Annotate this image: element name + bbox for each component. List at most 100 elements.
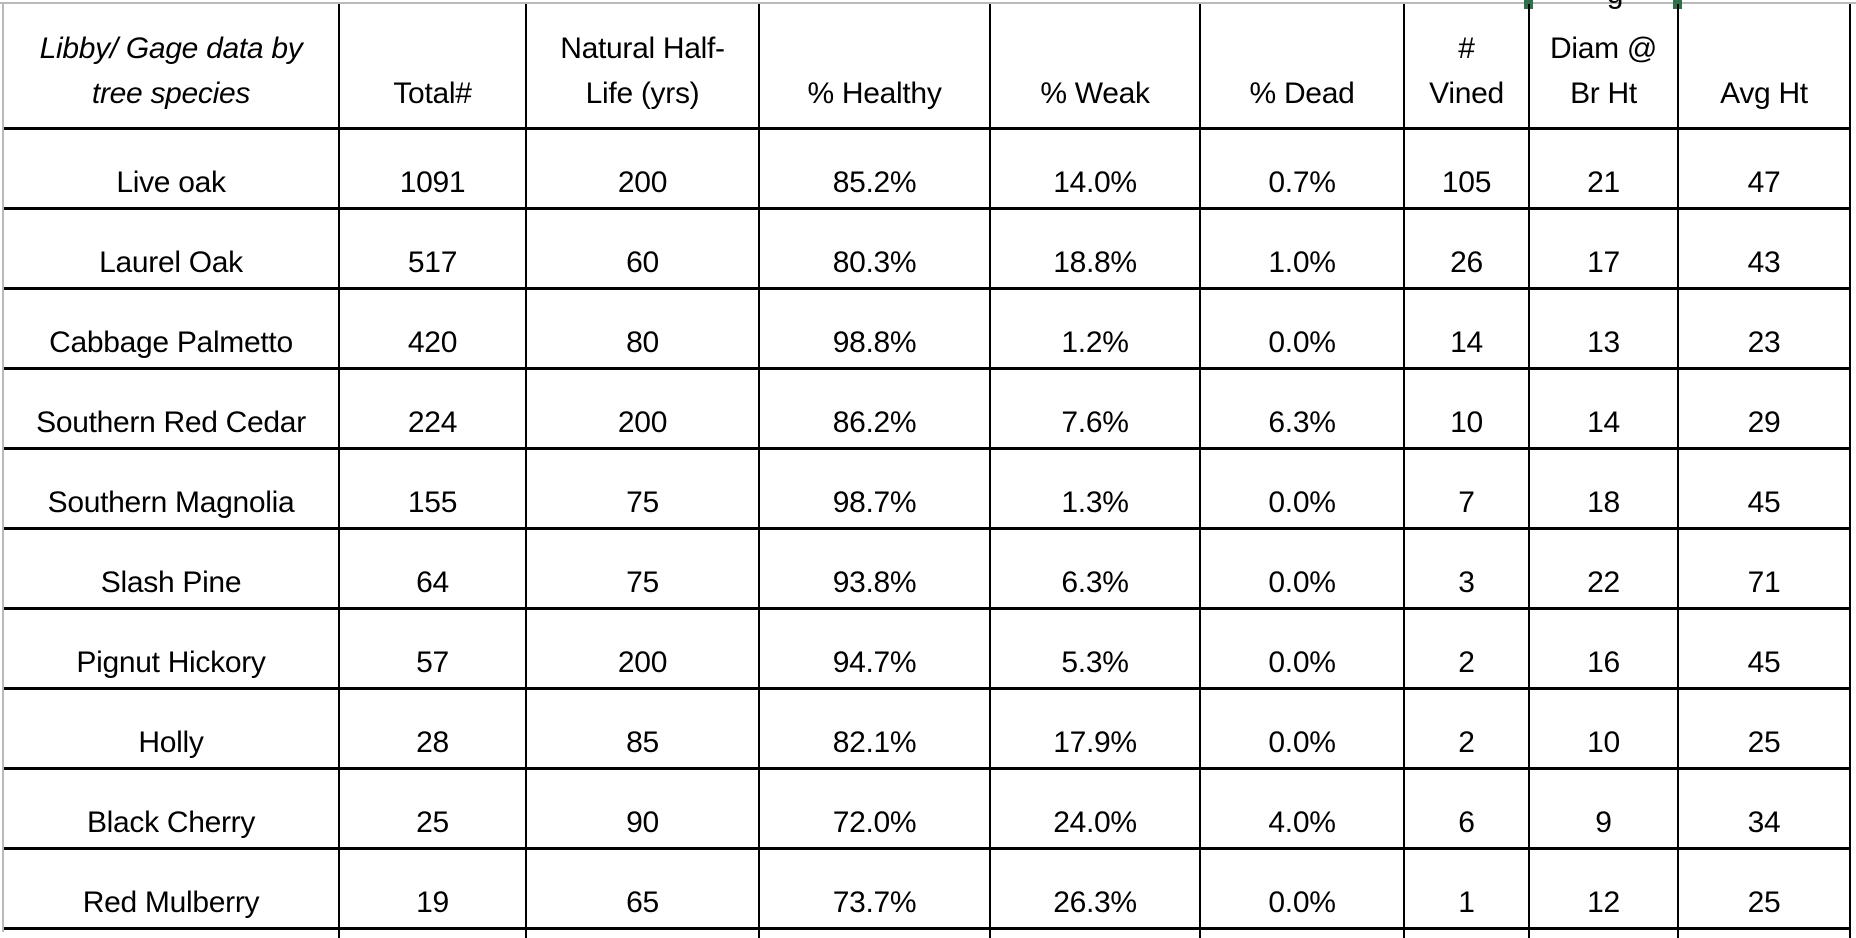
cell-avg_ht[interactable]: 45 <box>1678 449 1850 529</box>
header-cell-avg-ht[interactable]: Avg Ht <box>1678 4 1850 129</box>
cell-pct_weak[interactable]: 5.3% <box>990 609 1200 689</box>
cell-total_count[interactable]: 420 <box>339 289 526 369</box>
cell-pct_weak[interactable]: 7.6% <box>990 369 1200 449</box>
cell-diam_br_ht[interactable]: 10 <box>1529 689 1678 769</box>
cell-pct_weak-empty[interactable] <box>990 929 1200 938</box>
cell-diam_br_ht[interactable]: 16 <box>1529 609 1678 689</box>
cell-diam_br_ht[interactable]: 12 <box>1529 849 1678 929</box>
cell-total_count[interactable]: 57 <box>339 609 526 689</box>
cell-pct_healthy-empty[interactable] <box>759 929 990 938</box>
cell-pct_dead[interactable]: 0.0% <box>1200 449 1404 529</box>
cell-total_count[interactable]: 64 <box>339 529 526 609</box>
cell-species[interactable]: Pignut Hickory <box>4 609 339 689</box>
cell-total_count[interactable]: 224 <box>339 369 526 449</box>
cell-pct_healthy[interactable]: 98.7% <box>759 449 990 529</box>
cell-avg_ht[interactable]: 34 <box>1678 769 1850 849</box>
cell-pct_weak[interactable]: 1.2% <box>990 289 1200 369</box>
cell-num_vined[interactable]: 7 <box>1404 449 1529 529</box>
cell-num_vined[interactable]: 6 <box>1404 769 1529 849</box>
cell-species-empty[interactable] <box>4 929 339 938</box>
cell-pct_dead-empty[interactable] <box>1200 929 1404 938</box>
cell-avg_ht[interactable]: 45 <box>1678 609 1850 689</box>
cell-total_count[interactable]: 28 <box>339 689 526 769</box>
cell-species[interactable]: Slash Pine <box>4 529 339 609</box>
cell-pct_dead[interactable]: 4.0% <box>1200 769 1404 849</box>
cell-pct_healthy[interactable]: 98.8% <box>759 289 990 369</box>
cell-pct_dead[interactable]: 0.0% <box>1200 289 1404 369</box>
header-cell-pct-dead[interactable]: % Dead <box>1200 4 1404 129</box>
cell-species[interactable]: Southern Magnolia <box>4 449 339 529</box>
cell-diam_br_ht[interactable]: 13 <box>1529 289 1678 369</box>
cell-num_vined[interactable]: 10 <box>1404 369 1529 449</box>
cell-avg_ht[interactable]: 23 <box>1678 289 1850 369</box>
cell-half_life[interactable]: 75 <box>526 449 759 529</box>
cell-species[interactable]: Cabbage Palmetto <box>4 289 339 369</box>
cell-pct_dead[interactable]: 1.0% <box>1200 209 1404 289</box>
cell-num_vined[interactable]: 1 <box>1404 849 1529 929</box>
cell-num_vined[interactable]: 3 <box>1404 529 1529 609</box>
cell-half_life[interactable]: 75 <box>526 529 759 609</box>
cell-total_count[interactable]: 517 <box>339 209 526 289</box>
cell-half_life[interactable]: 80 <box>526 289 759 369</box>
cell-pct_healthy[interactable]: 94.7% <box>759 609 990 689</box>
cell-species[interactable]: Laurel Oak <box>4 209 339 289</box>
cell-avg_ht[interactable]: 29 <box>1678 369 1850 449</box>
cell-num_vined[interactable]: 26 <box>1404 209 1529 289</box>
cell-pct_weak[interactable]: 1.3% <box>990 449 1200 529</box>
cell-half_life[interactable]: 200 <box>526 609 759 689</box>
cell-pct_healthy[interactable]: 86.2% <box>759 369 990 449</box>
cell-num_vined[interactable]: 14 <box>1404 289 1529 369</box>
cell-species[interactable]: Black Cherry <box>4 769 339 849</box>
cell-total_count[interactable]: 25 <box>339 769 526 849</box>
cell-diam_br_ht-empty[interactable] <box>1529 929 1678 938</box>
cell-pct_weak[interactable]: 24.0% <box>990 769 1200 849</box>
cell-total_count[interactable]: 1091 <box>339 129 526 209</box>
cell-pct_dead[interactable]: 6.3% <box>1200 369 1404 449</box>
cell-pct_weak[interactable]: 17.9% <box>990 689 1200 769</box>
cell-diam_br_ht[interactable]: 14 <box>1529 369 1678 449</box>
header-cell-species[interactable]: Libby/ Gage data by tree species <box>4 4 339 129</box>
cell-total_count[interactable]: 155 <box>339 449 526 529</box>
cell-half_life[interactable]: 90 <box>526 769 759 849</box>
cell-diam_br_ht[interactable]: 21 <box>1529 129 1678 209</box>
cell-pct_weak[interactable]: 26.3% <box>990 849 1200 929</box>
cell-avg_ht-empty[interactable] <box>1678 929 1850 938</box>
header-cell-diam-br-ht[interactable]: Diam @ Br Ht <box>1529 4 1678 129</box>
cell-num_vined[interactable]: 2 <box>1404 689 1529 769</box>
cell-pct_dead[interactable]: 0.0% <box>1200 849 1404 929</box>
cell-species[interactable]: Southern Red Cedar <box>4 369 339 449</box>
cell-pct_healthy[interactable]: 72.0% <box>759 769 990 849</box>
cell-species[interactable]: Holly <box>4 689 339 769</box>
header-cell-pct-healthy[interactable]: % Healthy <box>759 4 990 129</box>
cell-diam_br_ht[interactable]: 18 <box>1529 449 1678 529</box>
cell-num_vined[interactable]: 2 <box>1404 609 1529 689</box>
cell-avg_ht[interactable]: 43 <box>1678 209 1850 289</box>
cell-avg_ht[interactable]: 47 <box>1678 129 1850 209</box>
cell-pct_dead[interactable]: 0.0% <box>1200 609 1404 689</box>
cell-pct_healthy[interactable]: 85.2% <box>759 129 990 209</box>
cell-pct_healthy[interactable]: 73.7% <box>759 849 990 929</box>
cell-avg_ht[interactable]: 25 <box>1678 689 1850 769</box>
cell-half_life-empty[interactable] <box>526 929 759 938</box>
cell-pct_healthy[interactable]: 82.1% <box>759 689 990 769</box>
cell-total_count-empty[interactable] <box>339 929 526 938</box>
cell-total_count[interactable]: 19 <box>339 849 526 929</box>
cell-num_vined-empty[interactable] <box>1404 929 1529 938</box>
cell-diam_br_ht[interactable]: 17 <box>1529 209 1678 289</box>
header-cell-half-life[interactable]: Natural Half- Life (yrs) <box>526 4 759 129</box>
cell-pct_weak[interactable]: 14.0% <box>990 129 1200 209</box>
cell-pct_weak[interactable]: 6.3% <box>990 529 1200 609</box>
cell-pct_healthy[interactable]: 80.3% <box>759 209 990 289</box>
cell-avg_ht[interactable]: 71 <box>1678 529 1850 609</box>
header-cell-total-count[interactable]: Total# <box>339 4 526 129</box>
cell-num_vined[interactable]: 105 <box>1404 129 1529 209</box>
cell-species[interactable]: Red Mulberry <box>4 849 339 929</box>
cell-half_life[interactable]: 200 <box>526 129 759 209</box>
cell-pct_weak[interactable]: 18.8% <box>990 209 1200 289</box>
cell-pct_dead[interactable]: 0.0% <box>1200 529 1404 609</box>
cell-diam_br_ht[interactable]: 9 <box>1529 769 1678 849</box>
cell-half_life[interactable]: 60 <box>526 209 759 289</box>
cell-half_life[interactable]: 65 <box>526 849 759 929</box>
cell-half_life[interactable]: 200 <box>526 369 759 449</box>
cell-diam_br_ht[interactable]: 22 <box>1529 529 1678 609</box>
